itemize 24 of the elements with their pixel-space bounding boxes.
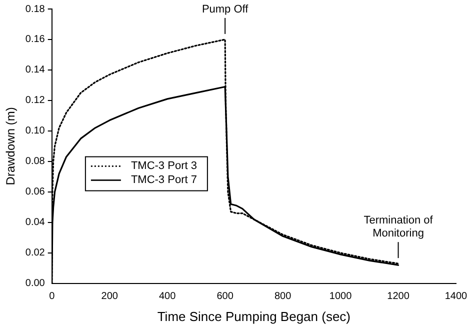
x-tick-label: 1000 bbox=[329, 291, 352, 302]
x-tick-label: 1400 bbox=[444, 291, 468, 302]
legend-label: TMC-3 Port 7 bbox=[130, 174, 197, 186]
y-tick-label: 0.14 bbox=[25, 64, 46, 76]
legend-label: TMC-3 Port 3 bbox=[130, 160, 197, 172]
x-tick-label: 800 bbox=[274, 291, 292, 302]
y-tick-label: 0.08 bbox=[25, 156, 46, 168]
y-tick-label: 0.12 bbox=[25, 95, 46, 106]
y-tick-label: 0.04 bbox=[25, 217, 46, 228]
x-axis-title: Time Since Pumping Began (sec) bbox=[157, 308, 351, 324]
y-tick-label: 0.16 bbox=[25, 34, 46, 46]
y-tick-label: 0.06 bbox=[25, 186, 46, 198]
x-tick-label: 400 bbox=[158, 291, 176, 302]
annotation: Termination of Monitoring bbox=[364, 214, 434, 240]
y-tick-label: 0.18 bbox=[25, 4, 46, 15]
y-tick-label: 0.02 bbox=[25, 248, 46, 259]
y-tick-label: 0.10 bbox=[25, 126, 46, 137]
y-axis-title: Drawdown (m) bbox=[4, 107, 18, 186]
x-tick-label: 600 bbox=[216, 291, 234, 302]
annotation: Pump Off bbox=[202, 3, 250, 16]
x-tick-label: 1200 bbox=[387, 291, 410, 302]
y-tick-label: 0.00 bbox=[25, 278, 46, 290]
x-tick-label: 0 bbox=[49, 291, 56, 302]
x-tick-label: 200 bbox=[101, 291, 118, 302]
